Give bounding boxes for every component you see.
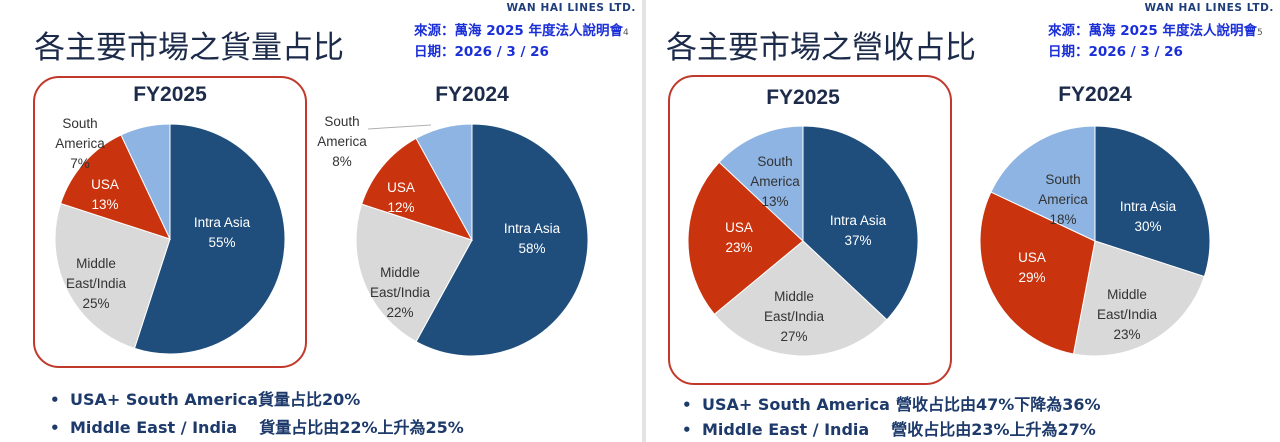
pie-slice-middle-east-india [355,203,473,343]
pie-slice-usa [979,191,1096,355]
bullet-2-text-b: 貨量占比由22%上升為25% [259,418,464,437]
bullet-2-text-a: Middle East / India [702,420,870,439]
brand-logo: WAN HAI LINES LTD. [506,2,636,14]
chart-title: FY2024 [1058,83,1132,106]
data-label-middle-east-india: Middle East/India 25% [66,256,127,311]
data-label-south-america: South America 18% [1038,172,1088,227]
bullet-1-text-b: 貨量占比20% [257,390,361,409]
pie-slice-south-america [120,123,171,240]
bullet-dot: • [50,419,60,437]
chart-title: FY2025 [133,83,207,106]
data-label-usa: USA 29% [1018,250,1046,285]
pie-slice-intra-asia [1094,125,1211,278]
pie-slice-usa [361,137,474,241]
pie-slice-south-america [990,125,1096,242]
data-label-middle-east-india: Middle East/India 23% [1097,287,1158,342]
data-label-intra-asia: Intra Asia 58% [504,221,561,256]
date-text: 日期：2026 / 3 / 26 [414,44,549,60]
bullet-1-text-a: USA+ South America [70,390,258,409]
bullet-2-text-b: 營收占比由23%上升為27% [891,420,1096,439]
bullet-dot: • [50,391,60,409]
pie-slice-south-america [415,123,473,241]
data-label-intra-asia: Intra Asia 55% [194,215,251,250]
source-note: 來源：萬海 2025 年度法人說明會5 日期：2026 / 3 / 26 [1048,22,1263,62]
data-label-usa: USA 23% [725,220,753,255]
bullet-1: • USA+ South America 營收占比由47%下降為36% [682,391,1101,415]
page-number: 5 [1256,28,1263,38]
pie-slice-usa [687,161,804,316]
data-label-usa: USA 12% [387,180,415,215]
bullet-dot: • [682,396,692,414]
pie-slice-middle-east-india [1072,240,1206,357]
data-label-south-america: South America 8% [317,114,367,169]
highlight-frame [668,75,952,385]
pie-slice-middle-east-india [713,240,888,357]
data-label-usa: USA 13% [91,177,119,212]
pie-slice-usa [59,134,171,240]
page-number: 4 [622,28,629,38]
leader-line [367,124,432,130]
slide-title: 各主要市場之營收占比 [666,30,976,66]
pie-slice-middle-east-india [54,202,171,350]
data-label-south-america: South America 13% [750,154,800,209]
chart-title: FY2024 [435,83,509,106]
data-label-middle-east-india: Middle East/India 22% [370,265,431,320]
pie-slice-intra-asia [415,123,589,357]
bullet-1-text-b: 營收占比由47%下降為36% [895,395,1101,414]
highlight-frame [33,76,307,368]
pie-slice-intra-asia [133,123,286,355]
bullet-dot: • [682,421,692,439]
bullet-2: • Middle East / India 貨量占比由22%上升為25% [50,414,464,438]
pie-slice-intra-asia [802,125,919,321]
bullet-1: • USA+ South America貨量占比20% [50,386,360,410]
bullet-1-text-a: USA+ South America [702,395,890,414]
brand-logo: WAN HAI LINES LTD. [1144,2,1274,14]
source-text: 來源：萬海 2025 年度法人說明會 [414,23,623,39]
source-note: 來源：萬海 2025 年度法人說明會4 日期：2026 / 3 / 26 [414,22,629,62]
chart-title: FY2025 [766,86,840,109]
bullet-2: • Middle East / India 營收占比由23%上升為27% [682,416,1096,440]
date-text: 日期：2026 / 3 / 26 [1048,44,1183,60]
bullet-2-text-a: Middle East / India [70,418,238,437]
slide-title: 各主要市場之貨量占比 [34,30,344,66]
data-label-south-america: South America 7% [55,116,105,171]
source-text: 來源：萬海 2025 年度法人說明會 [1048,23,1257,39]
data-label-intra-asia: Intra Asia 37% [830,213,887,248]
pie-slice-south-america [718,125,804,243]
data-label-intra-asia: Intra Asia 30% [1120,199,1177,234]
data-label-middle-east-india: Middle East/India 27% [764,289,825,344]
slide-divider [642,0,646,442]
